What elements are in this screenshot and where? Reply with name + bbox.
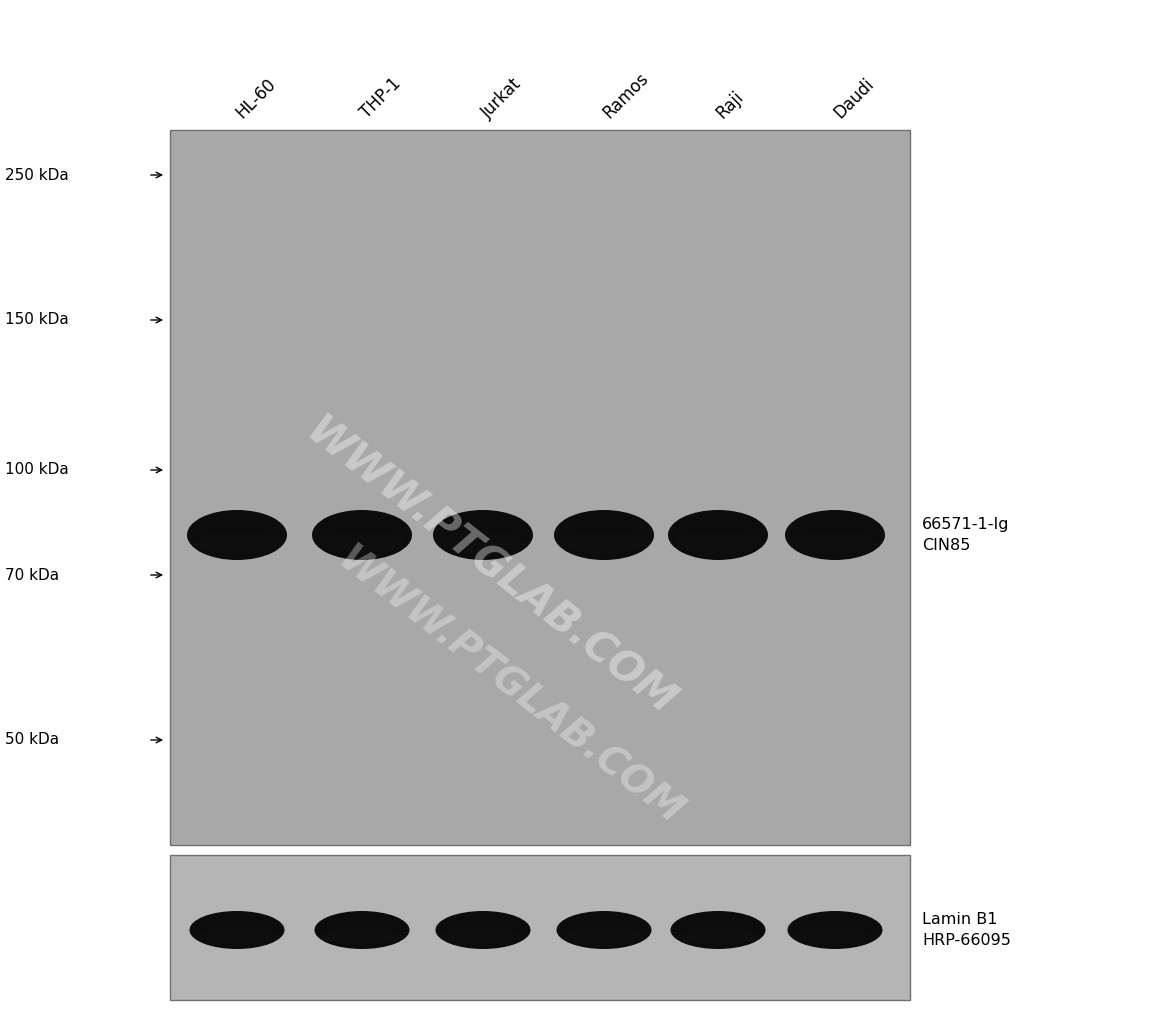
Text: 66571-1-Ig
CIN85: 66571-1-Ig CIN85 — [922, 517, 1009, 553]
Ellipse shape — [790, 531, 879, 554]
Text: 250 kDa: 250 kDa — [5, 168, 69, 183]
Ellipse shape — [673, 531, 763, 554]
Ellipse shape — [556, 911, 651, 949]
Ellipse shape — [667, 510, 768, 560]
Ellipse shape — [554, 510, 653, 560]
Ellipse shape — [311, 510, 412, 560]
Text: Daudi: Daudi — [830, 75, 877, 122]
Ellipse shape — [785, 510, 885, 560]
Text: Raji: Raji — [713, 88, 747, 122]
Text: 100 kDa: 100 kDa — [5, 462, 69, 477]
Text: HL-60: HL-60 — [232, 75, 279, 122]
Ellipse shape — [433, 510, 533, 560]
Ellipse shape — [320, 927, 405, 944]
Ellipse shape — [436, 911, 530, 949]
Ellipse shape — [440, 927, 526, 944]
Ellipse shape — [793, 927, 878, 944]
Text: 50 kDa: 50 kDa — [5, 733, 59, 747]
Text: THP-1: THP-1 — [357, 75, 404, 122]
Text: 70 kDa: 70 kDa — [5, 567, 59, 582]
Text: WWW.PTGLAB.COM: WWW.PTGLAB.COM — [297, 410, 683, 725]
Text: Lamin B1
HRP-66095: Lamin B1 HRP-66095 — [922, 912, 1011, 948]
Ellipse shape — [671, 911, 766, 949]
Ellipse shape — [315, 911, 410, 949]
Ellipse shape — [194, 927, 280, 944]
Ellipse shape — [187, 510, 287, 560]
Ellipse shape — [561, 927, 646, 944]
Bar — [170, 130, 910, 845]
Ellipse shape — [438, 531, 528, 554]
Bar — [170, 855, 910, 1000]
Ellipse shape — [559, 531, 649, 554]
Text: Ramos: Ramos — [600, 70, 652, 122]
Ellipse shape — [317, 531, 408, 554]
Ellipse shape — [192, 531, 282, 554]
Ellipse shape — [676, 927, 761, 944]
Text: WWW.PTGLAB.COM: WWW.PTGLAB.COM — [330, 541, 690, 834]
Text: Jurkat: Jurkat — [478, 75, 525, 122]
Ellipse shape — [190, 911, 285, 949]
Text: 150 kDa: 150 kDa — [5, 312, 69, 328]
Ellipse shape — [788, 911, 883, 949]
